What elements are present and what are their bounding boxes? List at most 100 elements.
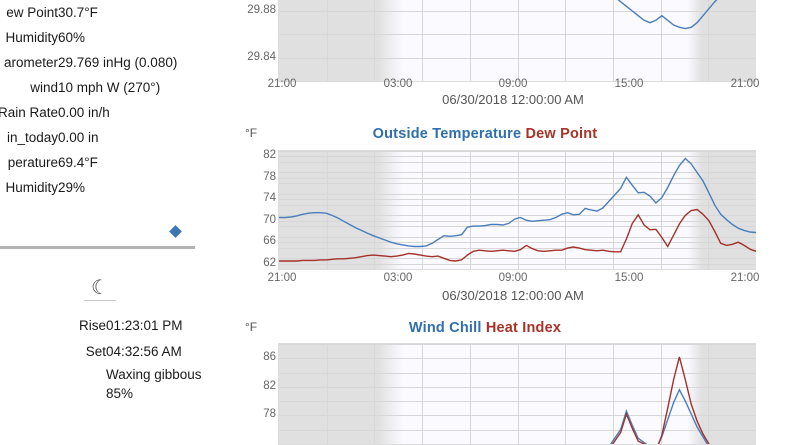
gridline-horizontal [279,358,756,359]
y-axis-tick-label: 82 [263,380,276,392]
gridline-vertical [422,344,423,444]
reading-value: 29% [58,180,86,195]
y-axis-tick-label: 86 [263,351,276,363]
gridline-vertical [470,151,471,269]
table-row: ew Point 30.7°F [0,0,240,25]
gridline-vertical [613,344,614,444]
almanac-event-label: Set [85,344,106,359]
reading-label: arometer [3,55,58,70]
table-row: Humidity 29% [0,175,240,200]
x-axis-tick-label: 21:00 [267,78,297,90]
current-conditions-body: ew Point 30.7°F Humidity 60% arometer 29.769 … [0,0,240,200]
table-row: wind 10 mph W (270°) [0,75,240,100]
gridline-vertical [708,151,709,269]
gridline-vertical [518,0,519,81]
gridline-horizontal [279,264,756,265]
x-axis-labels: 21:00 03:00 09:00 15:00 21:00 [268,272,760,288]
gridline-horizontal [279,156,756,157]
reading-label: Humidity [5,180,58,195]
series-layer [531,0,718,30]
x-axis-tick-label: 09:00 [498,272,528,284]
night-shading-dawn [279,0,403,81]
reading-value: 10 mph W (270°) [58,80,161,95]
table-row: Humidity 60% [0,25,240,50]
moon-crescent-icon: ☾ [91,275,109,299]
reading-label: Rain Rate [0,105,58,120]
series-line [279,208,756,262]
chart-unit-label: °F [245,126,258,140]
x-axis-tick-label: 03:00 [383,272,413,284]
y-axis-tick-label: 62 [263,257,276,269]
legend-entry: Heat Index [485,320,562,336]
gridline-horizontal [279,34,756,35]
gridline-vertical [661,0,662,81]
chart-legend: Wind Chill Heat Index [240,320,730,336]
gridline-vertical [661,151,662,269]
chart-1: 29.9229.8829.8421:0003:0009:0015:0021:00… [240,0,759,400]
y-axis-tick-label: 29.84 [247,51,276,63]
table-row: perature 69.4°F [0,150,240,175]
reading-label: in_today [6,130,58,145]
series-line [609,388,709,444]
gridline-horizontal [279,11,756,12]
x-axis-tick-label: 21:00 [730,272,760,284]
legend-entry: Wind Chill [408,320,482,336]
gridline-horizontal [279,205,756,206]
gridline-horizontal [279,387,756,388]
gridline-horizontal [279,194,756,195]
gridline-vertical [708,0,709,81]
gridline-horizontal [279,237,756,238]
gridline-vertical [613,151,614,269]
almanac-phase-spacer [58,365,106,400]
gridline-horizontal [279,199,756,200]
gridline-vertical [422,0,423,81]
gridline-horizontal [279,178,756,179]
gridline-vertical [374,151,375,269]
charts-column: 29.9229.8829.8421:0003:0009:0015:0021:00… [240,0,800,445]
x-axis-caption: 06/30/2018 12:00:00 AM [442,92,584,107]
table-row: in_today 0.00 in [0,125,240,150]
gridline-vertical [708,344,709,444]
gridline-vertical [470,0,471,81]
gridline-horizontal [279,172,756,173]
moon-underline [84,300,116,301]
y-axis-tick-label: 82 [263,149,276,161]
almanac-event-label: Rise [78,318,106,333]
moon-time: 04:32:56 AM [106,344,182,359]
gridline-horizontal [279,242,756,243]
chart-legend: Outside Temperature Dew Point [240,126,730,142]
reading-value: 29.769 inHg (0.080) [58,55,178,70]
series-layer [279,157,756,262]
x-axis-tick-label: 15:00 [614,78,644,90]
y-axis-labels: 86 82 78 [240,343,276,443]
gridline-horizontal [279,258,756,259]
y-axis-labels: 82 78 74 70 66 62 [240,149,276,269]
plot-area [278,0,756,82]
legend-entry: Outside Temperature [372,126,522,142]
gridline-vertical [518,344,519,444]
table-row: arometer 29.769 inHg (0.080) [0,50,240,75]
x-axis-tick-label: 21:00 [730,78,760,90]
x-axis-tick-label: 09:00 [498,78,528,90]
gridline-vertical [565,151,566,269]
gridline-horizontal [279,373,756,374]
gridline-horizontal [279,248,756,249]
x-axis-labels: 21:00 03:00 09:00 15:00 21:00 [268,78,760,94]
reading-value: 60% [58,30,86,45]
plot-area [278,343,756,445]
gridline-horizontal [279,151,756,152]
moon-phase-percent: 85% [106,386,134,400]
gridline-vertical [613,0,614,81]
gauge-axis-line [0,246,195,249]
y-axis-tick-label: 70 [263,214,276,226]
chart-unit-label: °F [245,320,258,334]
gridline-horizontal [279,226,756,227]
moon-phase-name: Waxing gibbous [106,367,202,382]
moon-phase-text: Waxing gibbous 85% [106,365,240,400]
current-conditions-table: ew Point 30.7°F Humidity 60% arometer 29.769 … [0,0,240,200]
gridline-vertical [422,151,423,269]
